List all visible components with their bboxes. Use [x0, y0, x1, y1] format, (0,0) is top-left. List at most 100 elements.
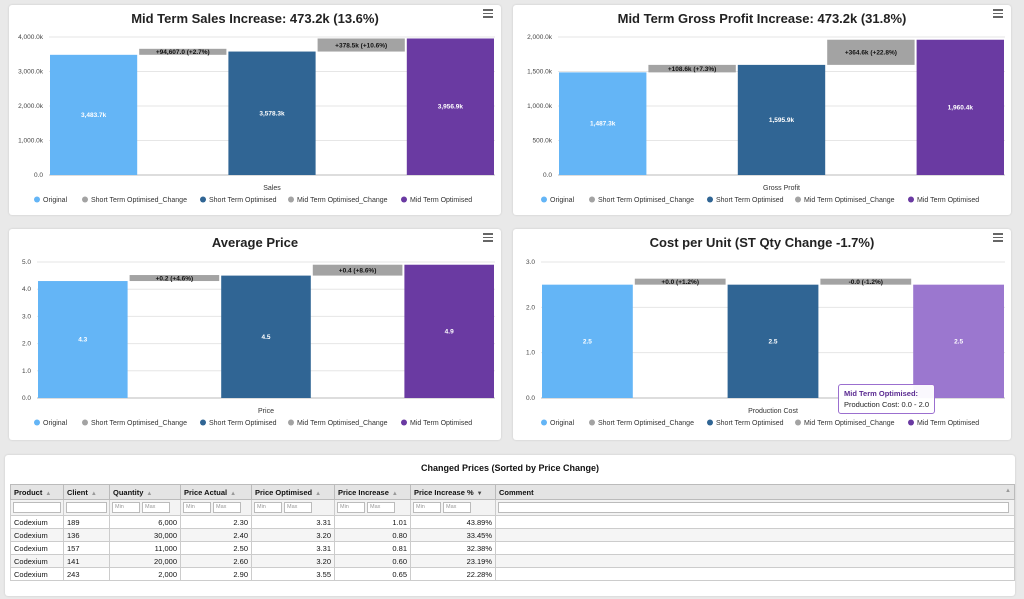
- legend-item[interactable]: Short Term Optimised_Change: [82, 196, 187, 205]
- min-filter-input[interactable]: Min: [337, 502, 365, 513]
- legend-item[interactable]: Short Term Optimised_Change: [82, 419, 187, 428]
- bar-3[interactable]: [727, 284, 819, 398]
- sort-arrow-icon[interactable]: ▼: [476, 490, 483, 497]
- y-tick-label: 0.0: [34, 172, 43, 179]
- bar-5[interactable]: [406, 38, 494, 175]
- legend-marker: [589, 196, 595, 203]
- legend-item[interactable]: Short Term Optimised: [707, 419, 784, 428]
- sort-arrow-icon[interactable]: ▲: [45, 490, 52, 497]
- bar-3[interactable]: [737, 64, 826, 175]
- legend-item[interactable]: Mid Term Optimised_Change: [795, 419, 895, 428]
- legend-item[interactable]: Original: [34, 196, 68, 205]
- legend-marker: [82, 196, 88, 203]
- table-row[interactable]: Codexium 157 11,000 2.50 3.31 0.81 32.38%: [10, 541, 1015, 555]
- text-filter-input[interactable]: [66, 502, 107, 513]
- column-header[interactable]: Price Actual ▲: [180, 484, 252, 500]
- average-price-chart-panel: Average Price 0.0 1.0 2.0 3.0 4.0 5.0 4.3 +0.2 (…: [9, 229, 501, 440]
- sort-arrow-icon[interactable]: ▲: [315, 490, 322, 497]
- bar-2[interactable]: [139, 48, 227, 55]
- chart-menu-icon[interactable]: [483, 233, 493, 242]
- bar-1[interactable]: [542, 284, 633, 398]
- column-header[interactable]: Price Increase % ▼: [410, 484, 496, 500]
- bar-2[interactable]: [648, 64, 736, 73]
- min-filter-input[interactable]: Min: [183, 502, 211, 513]
- max-filter-input[interactable]: Max: [142, 502, 170, 513]
- chart-menu-icon[interactable]: [483, 9, 493, 18]
- table-row[interactable]: Codexium 136 30,000 2.40 3.20 0.80 33.45%: [10, 528, 1015, 542]
- legend-marker: [288, 196, 294, 203]
- table-cell: Codexium: [10, 515, 64, 529]
- bar-1[interactable]: [559, 72, 647, 175]
- bar-1[interactable]: [50, 54, 138, 176]
- table-cell[interactable]: [495, 541, 1015, 555]
- legend-item[interactable]: Original: [34, 419, 68, 428]
- max-filter-input[interactable]: Max: [213, 502, 241, 513]
- legend-item[interactable]: Short Term Optimised: [707, 196, 784, 205]
- legend-item[interactable]: Original: [541, 419, 575, 428]
- sort-arrow-icon[interactable]: ▲: [1005, 487, 1011, 494]
- bar-4[interactable]: [820, 278, 912, 285]
- min-filter-input[interactable]: Min: [112, 502, 140, 513]
- data-label: 1,960.4k: [948, 104, 974, 111]
- sort-arrow-icon[interactable]: ▲: [391, 490, 398, 497]
- table-cell[interactable]: [495, 528, 1015, 542]
- legend-marker: [589, 419, 595, 426]
- legend-label: Short Term Optimised: [209, 197, 277, 204]
- text-filter-input[interactable]: [13, 502, 61, 513]
- bar-1[interactable]: [38, 281, 128, 398]
- legend-item[interactable]: Mid Term Optimised: [401, 196, 472, 205]
- legend-item[interactable]: Mid Term Optimised_Change: [795, 196, 895, 205]
- sort-arrow-icon[interactable]: ▲: [146, 490, 153, 497]
- bar-3[interactable]: [221, 275, 311, 398]
- bar-2[interactable]: [634, 278, 726, 285]
- legend-item[interactable]: Original: [541, 196, 575, 205]
- bar-2[interactable]: [129, 275, 220, 282]
- legend-item[interactable]: Short Term Optimised: [200, 196, 277, 205]
- min-filter-input[interactable]: Min: [254, 502, 282, 513]
- table-cell: 32.38%: [410, 541, 496, 555]
- legend-item[interactable]: Mid Term Optimised_Change: [288, 196, 388, 205]
- legend-item[interactable]: Mid Term Optimised: [908, 419, 979, 428]
- table-cell[interactable]: [495, 515, 1015, 529]
- table-row[interactable]: Codexium 243 2,000 2.90 3.55 0.65 22.28%: [10, 567, 1015, 581]
- chart-title: Cost per Unit (ST Qty Change -1.7%): [650, 235, 875, 250]
- bar-5[interactable]: [916, 39, 1004, 176]
- table-row[interactable]: Codexium 189 6,000 2.30 3.31 1.01 43.89%: [10, 515, 1015, 529]
- bar-4[interactable]: [312, 264, 403, 276]
- bar-5[interactable]: [913, 284, 1004, 398]
- table-row[interactable]: Codexium 141 20,000 2.60 3.20 0.60 23.19%: [10, 554, 1015, 568]
- column-header[interactable]: Quantity ▲: [109, 484, 181, 500]
- min-filter-input[interactable]: Min: [413, 502, 441, 513]
- bar-5[interactable]: [404, 264, 494, 398]
- column-header[interactable]: Price Optimised ▲: [251, 484, 335, 500]
- legend-label: Short Term Optimised_Change: [91, 197, 187, 204]
- legend-item[interactable]: Mid Term Optimised_Change: [288, 419, 388, 428]
- chart-title: Mid Term Sales Increase: 473.2k (13.6%): [131, 11, 379, 26]
- legend-item[interactable]: Short Term Optimised_Change: [589, 419, 694, 428]
- max-filter-input[interactable]: Max: [284, 502, 312, 513]
- table-cell[interactable]: [495, 567, 1015, 581]
- bar-4[interactable]: [827, 39, 915, 65]
- column-header[interactable]: Comment ▲: [495, 484, 1015, 500]
- table-cell: 22.28%: [410, 567, 496, 581]
- data-label: 2.5: [768, 338, 777, 345]
- column-header[interactable]: Price Increase ▲: [334, 484, 411, 500]
- bar-3[interactable]: [228, 51, 316, 176]
- max-filter-input[interactable]: Max: [367, 502, 395, 513]
- legend-item[interactable]: Short Term Optimised: [200, 419, 277, 428]
- legend-item[interactable]: Mid Term Optimised: [908, 196, 979, 205]
- bar-4[interactable]: [317, 38, 405, 52]
- sort-arrow-icon[interactable]: ▲: [90, 490, 97, 497]
- x-category-label: Gross Profit: [763, 185, 800, 192]
- legend-item[interactable]: Short Term Optimised_Change: [589, 196, 694, 205]
- text-filter-input[interactable]: [498, 502, 1009, 513]
- sort-arrow-icon[interactable]: ▲: [230, 490, 237, 497]
- column-header[interactable]: Client ▲: [63, 484, 110, 500]
- max-filter-input[interactable]: Max: [443, 502, 471, 513]
- legend-item[interactable]: Mid Term Optimised: [401, 419, 472, 428]
- legend-label: Short Term Optimised: [209, 420, 277, 427]
- chart-menu-icon[interactable]: [993, 9, 1003, 18]
- chart-menu-icon[interactable]: [993, 233, 1003, 242]
- table-cell[interactable]: [495, 554, 1015, 568]
- column-header[interactable]: Product ▲: [10, 484, 64, 500]
